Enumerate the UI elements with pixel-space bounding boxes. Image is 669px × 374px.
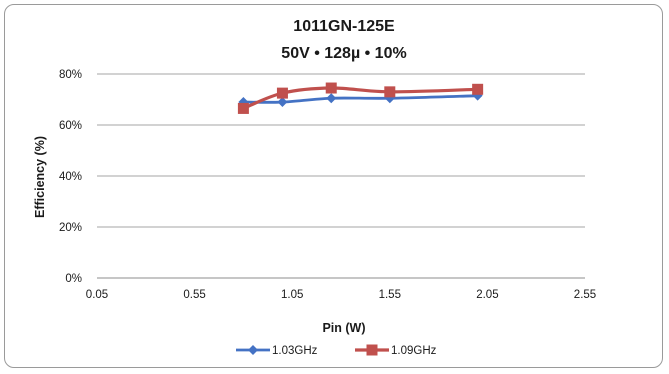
data-point-1.09GHz [472, 83, 484, 95]
tick-labels: 0% 20% 40% 60% 80% 0.05 0.55 1.05 1.55 2.05 2.55 [59, 69, 596, 301]
x-tick-label: 2.05 [476, 289, 498, 301]
legend-label: 1.09GHz [391, 345, 437, 357]
x-tick-label: 1.55 [379, 289, 401, 301]
legend-item-1.03GHz: 1.03GHz [236, 345, 318, 357]
x-tick-label: 2.55 [574, 289, 596, 301]
data-point-1.09GHz [384, 86, 396, 98]
y-tick-label: 80% [59, 69, 82, 81]
x-tick-label: 0.05 [86, 289, 108, 301]
data-point-1.03GHz [326, 93, 337, 104]
data-point-1.03GHz [277, 97, 288, 108]
legend-marker [366, 344, 378, 356]
y-tick-label: 20% [59, 222, 82, 234]
y-axis-title: Efficiency (%) [33, 136, 47, 218]
chart-title: 1011GN-125E [293, 18, 395, 35]
gridlines [97, 73, 585, 279]
legend-item-1.09GHz: 1.09GHz [355, 344, 437, 357]
data-point-1.09GHz [237, 102, 249, 114]
y-tick-label: 40% [59, 171, 82, 183]
data-point-1.09GHz [325, 82, 337, 94]
x-tick-label: 0.55 [183, 289, 205, 301]
series-layer [237, 82, 484, 114]
x-tick-label: 1.05 [281, 289, 303, 301]
legend-marker [248, 345, 258, 355]
y-tick-label: 60% [59, 120, 82, 132]
chart-subtitle: 50V • 128µ • 10% [281, 45, 406, 62]
chart-frame [4, 4, 663, 368]
legend-label: 1.03GHz [272, 345, 318, 357]
y-tick-label: 0% [65, 273, 82, 285]
legend: 1.03GHz 1.09GHz [236, 344, 437, 357]
data-point-1.09GHz [276, 87, 288, 99]
x-axis-title: Pin (W) [322, 321, 365, 335]
